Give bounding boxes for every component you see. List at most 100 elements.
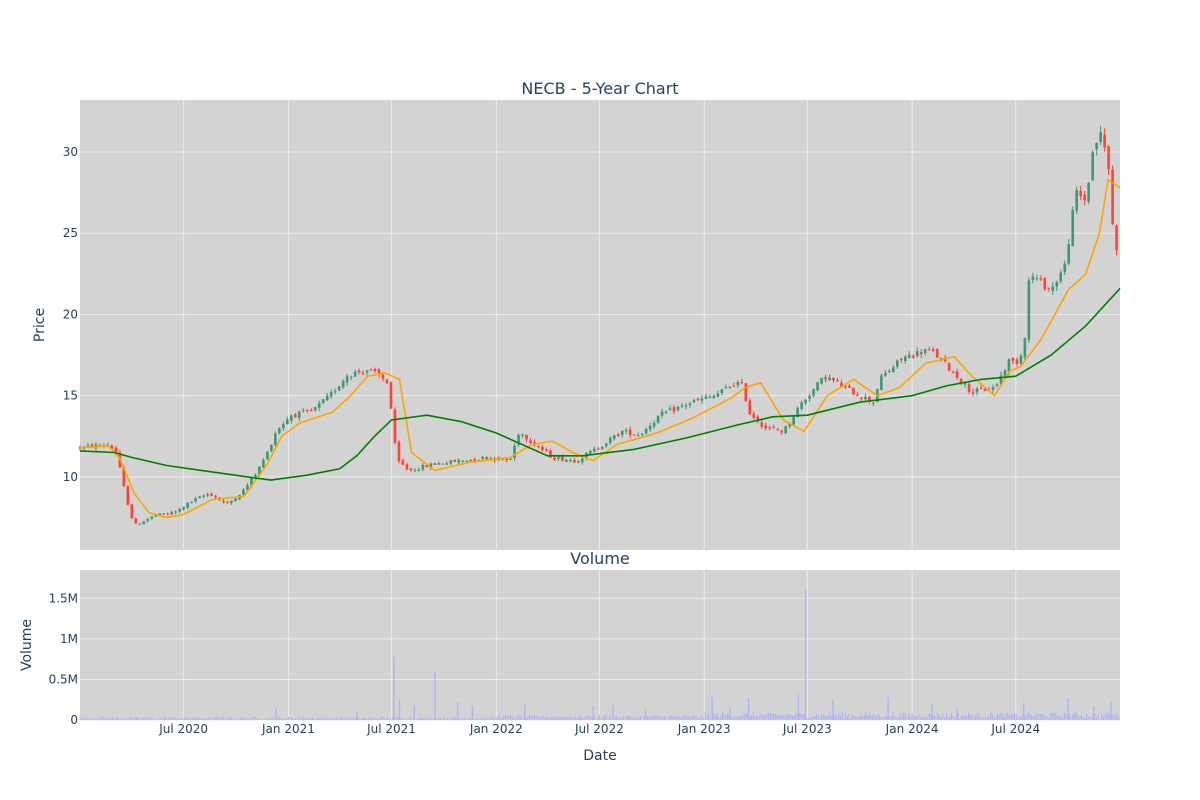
volume-bar xyxy=(147,717,149,720)
volume-bar xyxy=(503,715,505,720)
volume-bar xyxy=(1048,717,1050,720)
volume-bar xyxy=(1099,717,1101,720)
volume-bar xyxy=(433,719,435,720)
candle-body xyxy=(1071,209,1075,246)
candle-body xyxy=(963,382,967,385)
candle-body xyxy=(517,435,520,445)
volume-bar xyxy=(1094,713,1096,720)
volume-bar xyxy=(757,717,759,720)
candle-body xyxy=(282,424,285,429)
candle-body xyxy=(892,367,895,373)
candle-body xyxy=(1043,278,1047,290)
volume-bar xyxy=(1084,717,1086,720)
candle-body xyxy=(421,464,425,470)
volume-bar xyxy=(180,718,182,720)
volume-bar xyxy=(532,715,534,720)
candle-body xyxy=(923,349,927,354)
candle-body xyxy=(78,447,82,449)
volume-bar xyxy=(1058,715,1060,720)
candle-body xyxy=(700,398,704,401)
candle-body xyxy=(772,427,776,429)
candle-body xyxy=(461,460,465,462)
volume-bar xyxy=(185,716,187,720)
volume-bar xyxy=(726,713,729,720)
volume-bar xyxy=(373,718,375,720)
candle-body xyxy=(604,443,608,447)
candle-body xyxy=(927,349,931,351)
volume-bar xyxy=(925,717,927,720)
volume-bar xyxy=(867,716,869,720)
volume-bar xyxy=(622,714,624,720)
candle-body xyxy=(983,388,987,391)
volume-bar xyxy=(935,717,937,720)
candle-body xyxy=(951,371,955,373)
volume-bar xyxy=(774,713,777,720)
candle-body xyxy=(309,410,313,412)
volume-bar xyxy=(901,716,903,720)
x-tick-label: Jan 2023 xyxy=(677,722,731,736)
volume-bar xyxy=(217,718,220,720)
volume-bar xyxy=(1080,715,1082,720)
volume-bar xyxy=(467,718,469,720)
candle-body xyxy=(915,351,919,357)
candle-body xyxy=(888,371,891,373)
volume-bar xyxy=(785,716,787,720)
volume-bar xyxy=(231,718,233,720)
volume-bar xyxy=(756,715,758,720)
candle-body xyxy=(692,400,696,403)
volume-bar xyxy=(424,717,426,720)
volume-bar xyxy=(267,718,269,720)
volume-bar xyxy=(800,713,802,720)
volume-bar xyxy=(870,716,872,720)
volume-bar xyxy=(144,718,146,720)
volume-bar xyxy=(547,718,549,720)
candle-body xyxy=(194,498,197,502)
volume-bar xyxy=(1014,712,1016,720)
volume-bar xyxy=(291,717,293,720)
volume-bar xyxy=(214,717,216,720)
volume-bar xyxy=(135,716,137,720)
candle-body xyxy=(258,466,261,476)
candle-body xyxy=(381,374,385,379)
candle-body xyxy=(549,450,552,458)
candle-body xyxy=(752,413,756,418)
candle-body xyxy=(696,398,700,400)
candle-body xyxy=(740,382,744,384)
volume-bar xyxy=(692,715,695,720)
volume-bar xyxy=(670,715,672,720)
volume-bar xyxy=(990,712,992,720)
candle-body xyxy=(947,362,951,371)
candle-body xyxy=(1047,287,1051,289)
price-y-tick-label: 25 xyxy=(63,226,78,240)
candle-body xyxy=(246,485,249,491)
volume-bar xyxy=(422,718,425,720)
volume-bar xyxy=(518,715,520,720)
volume-bar xyxy=(803,713,806,720)
volume-bar xyxy=(118,719,120,720)
candle-body xyxy=(872,402,875,404)
candle-body xyxy=(174,511,177,513)
volume-bar xyxy=(238,718,240,720)
volume-bar xyxy=(667,718,669,720)
volume-bar xyxy=(947,716,949,720)
volume-bar xyxy=(1113,715,1115,720)
volume-bar xyxy=(318,717,320,720)
volume-bar xyxy=(98,718,100,720)
volume-bar xyxy=(462,718,464,720)
volume-bar xyxy=(1012,713,1014,720)
volume-bar xyxy=(783,714,785,720)
volume-bar xyxy=(962,716,964,720)
candle-body xyxy=(1075,190,1079,211)
volume-bar xyxy=(149,717,151,720)
volume-bar xyxy=(827,715,829,720)
volume-bar xyxy=(586,716,589,720)
moving-average-long-line xyxy=(79,287,1121,481)
volume-bar xyxy=(520,715,522,720)
candle-body xyxy=(445,463,449,465)
volume-bar xyxy=(566,716,568,720)
volume-bar xyxy=(879,715,881,720)
volume-bar xyxy=(296,719,298,720)
volume-bar xyxy=(858,717,860,720)
volume-bar xyxy=(410,718,413,720)
volume-bar xyxy=(634,718,636,720)
